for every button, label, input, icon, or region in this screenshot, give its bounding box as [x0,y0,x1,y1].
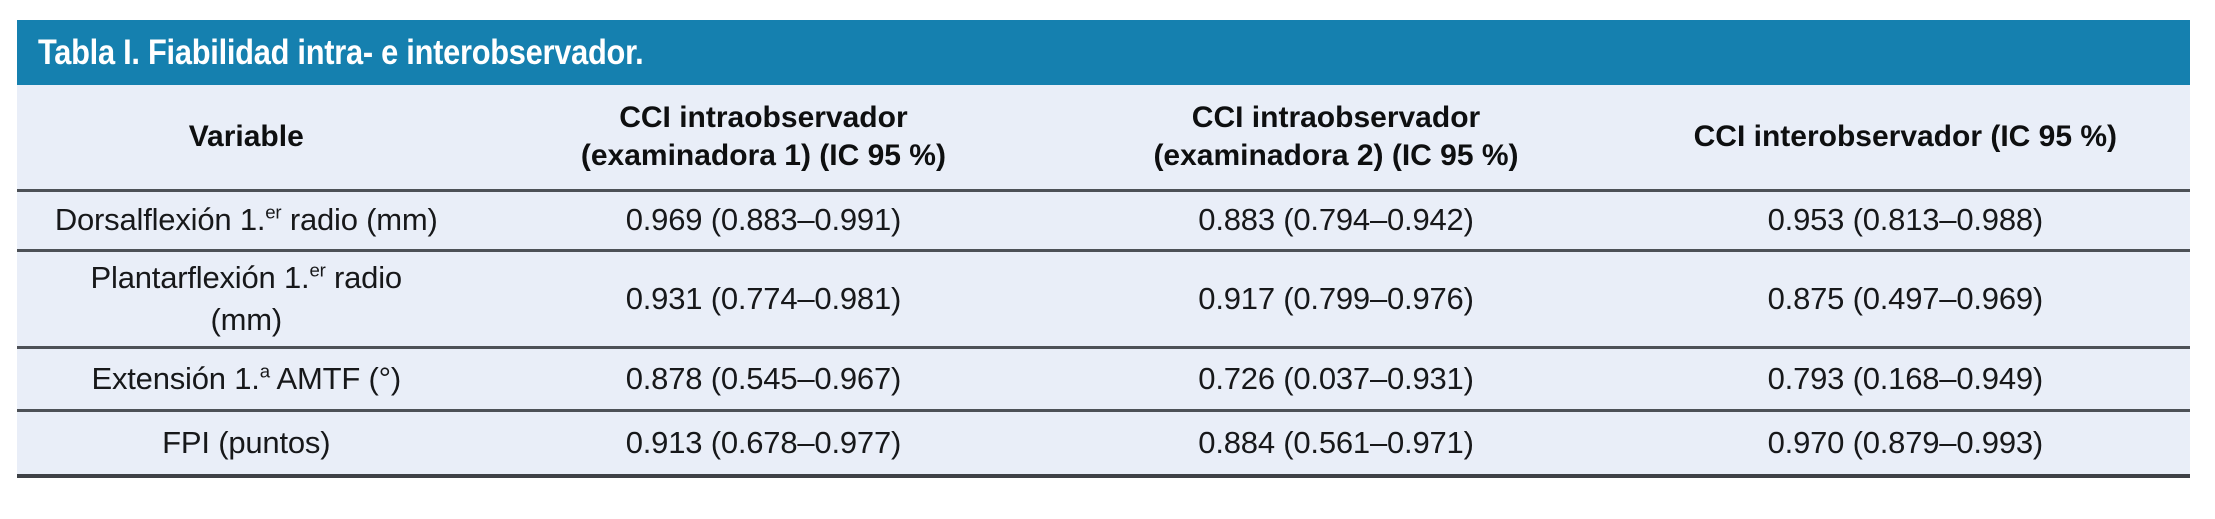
column-header-cci-intra-1: CCI intraobservador (examinadora 1) (IC … [475,85,1052,192]
variable-cell: Extensión 1.a AMTF (°) [17,347,476,412]
header-row: Variable CCI intraobservador (examinador… [17,85,2190,192]
column-header-line2: (examinadora 2) (IC 95 %) [1153,138,1519,172]
variable-label: Extensión 1.a AMTF (°) [91,360,401,396]
cci-value-cell: 0.884 (0.561–0.971) [1051,410,1621,478]
reliability-table: Variable CCI intraobservador (examinador… [17,85,2190,478]
cci-value-cell: 0.883 (0.794–0.942) [1051,190,1621,252]
column-header-cci-inter: CCI interobservador (IC 95 %) [1620,85,2190,192]
ordinal-superscript: er [309,259,326,281]
cci-value-cell: 0.793 (0.168–0.949) [1620,347,2190,412]
variable-label: FPI (puntos) [162,424,331,460]
table-body: Dorsalflexión 1.er radio (mm) 0.969 (0.88… [17,190,2190,478]
variable-cell: FPI (puntos) [17,410,476,478]
reliability-table-panel: Tabla I. Fiabilidad intra- e interobserv… [17,20,2190,478]
column-header-line2: (examinadora 1) (IC 95 %) [580,138,946,172]
cci-value-cell: 0.917 (0.799–0.976) [1051,250,1621,349]
ordinal-superscript: er [265,201,282,223]
cci-value-cell: 0.726 (0.037–0.931) [1051,347,1621,412]
table-row: Plantarflexión 1.er radio (mm) 0.931 (0.77… [17,250,2190,349]
cci-value-cell: 0.913 (0.678–0.977) [475,410,1052,478]
variable-cell: Dorsalflexión 1.er radio (mm) [17,190,476,252]
cci-value-cell: 0.953 (0.813–0.988) [1620,190,2190,252]
column-header-line1: CCI interobservador (IC 95 %) [1693,119,2118,153]
cci-value-cell: 0.931 (0.774–0.981) [475,250,1052,349]
cci-value-cell: 0.878 (0.545–0.967) [475,347,1052,412]
column-header-line1: CCI intraobservador [619,100,908,134]
variable-label: Dorsalflexión 1.er radio (mm) [54,201,438,237]
column-header-variable: Variable [17,85,476,192]
variable-cell: Plantarflexión 1.er radio (mm) [17,250,476,349]
table-title-bar: Tabla I. Fiabilidad intra- e interobserv… [17,20,2190,85]
column-header-line1: Variable [188,119,304,153]
column-header-cci-intra-2: CCI intraobservador (examinadora 2) (IC … [1051,85,1621,192]
variable-label: Plantarflexión 1.er radio [90,259,403,295]
column-header-line1: CCI intraobservador [1191,100,1481,134]
cci-value-cell: 0.969 (0.883–0.991) [475,190,1052,252]
table-row: Extensión 1.a AMTF (°) 0.878 (0.545–0.967… [17,347,2190,412]
table-row: FPI (puntos) 0.913 (0.678–0.977) 0.884 (0.… [17,410,2190,478]
cci-value-cell: 0.875 (0.497–0.969) [1620,250,2190,349]
cci-value-cell: 0.970 (0.879–0.993) [1620,410,2190,478]
variable-label-line2: (mm) [210,301,283,337]
table-row: Dorsalflexión 1.er radio (mm) 0.969 (0.88… [17,190,2190,252]
ordinal-superscript: a [259,360,270,382]
table-title: Tabla I. Fiabilidad intra- e interobserv… [38,32,644,72]
